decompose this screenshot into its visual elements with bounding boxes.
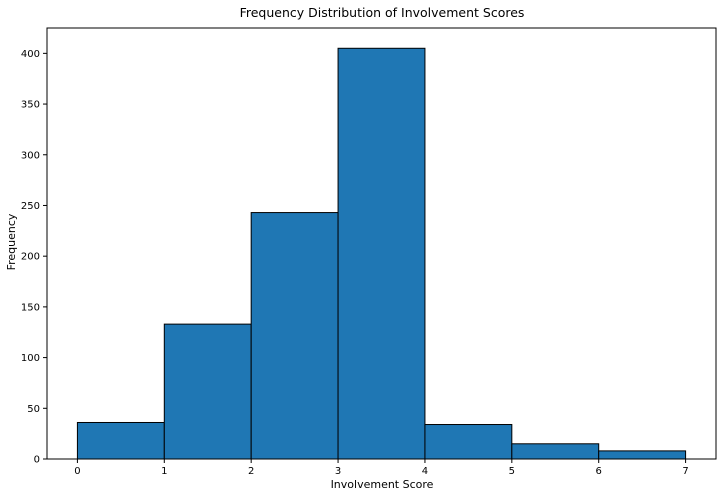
y-tick-label-2: 100 [21,353,40,364]
y-tick-label-4: 200 [21,252,40,263]
x-tick-label-7: 7 [682,466,688,477]
x-axis: 0 1 2 3 4 5 6 7 [74,459,689,477]
chart-title: Frequency Distribution of Involvement Sc… [240,5,525,20]
y-tick-label-6: 300 [21,150,40,161]
x-tick-label-3: 3 [335,466,341,477]
histogram-bar-6 [598,450,687,460]
histogram-bar-1 [163,323,252,460]
y-tick-label-1: 50 [27,404,40,415]
y-axis-label: Frequency [5,213,18,270]
x-tick-label-4: 4 [422,466,428,477]
x-tick-label-0: 0 [74,466,80,477]
x-tick-label-5: 5 [509,466,515,477]
y-tick-label-3: 150 [21,302,40,313]
y-tick-label-5: 250 [21,201,40,212]
x-tick-label-2: 2 [248,466,254,477]
histogram-bar-0 [76,421,165,460]
histogram-bar-3 [337,47,426,460]
histogram-bar-2 [250,212,339,460]
x-tick-label-1: 1 [161,466,167,477]
y-tick-label-7: 350 [21,100,40,111]
y-tick-label-8: 400 [21,49,40,60]
plot-area [76,47,687,460]
histogram-bar-5 [511,443,600,460]
y-tick-label-0: 0 [34,455,40,466]
x-axis-label: Involvement Score [331,478,434,491]
histogram-bar-4 [424,424,513,460]
y-axis: 0 50 100 150 200 250 300 350 400 [21,49,47,466]
plot-frame [46,27,717,460]
x-tick-label-6: 6 [596,466,602,477]
